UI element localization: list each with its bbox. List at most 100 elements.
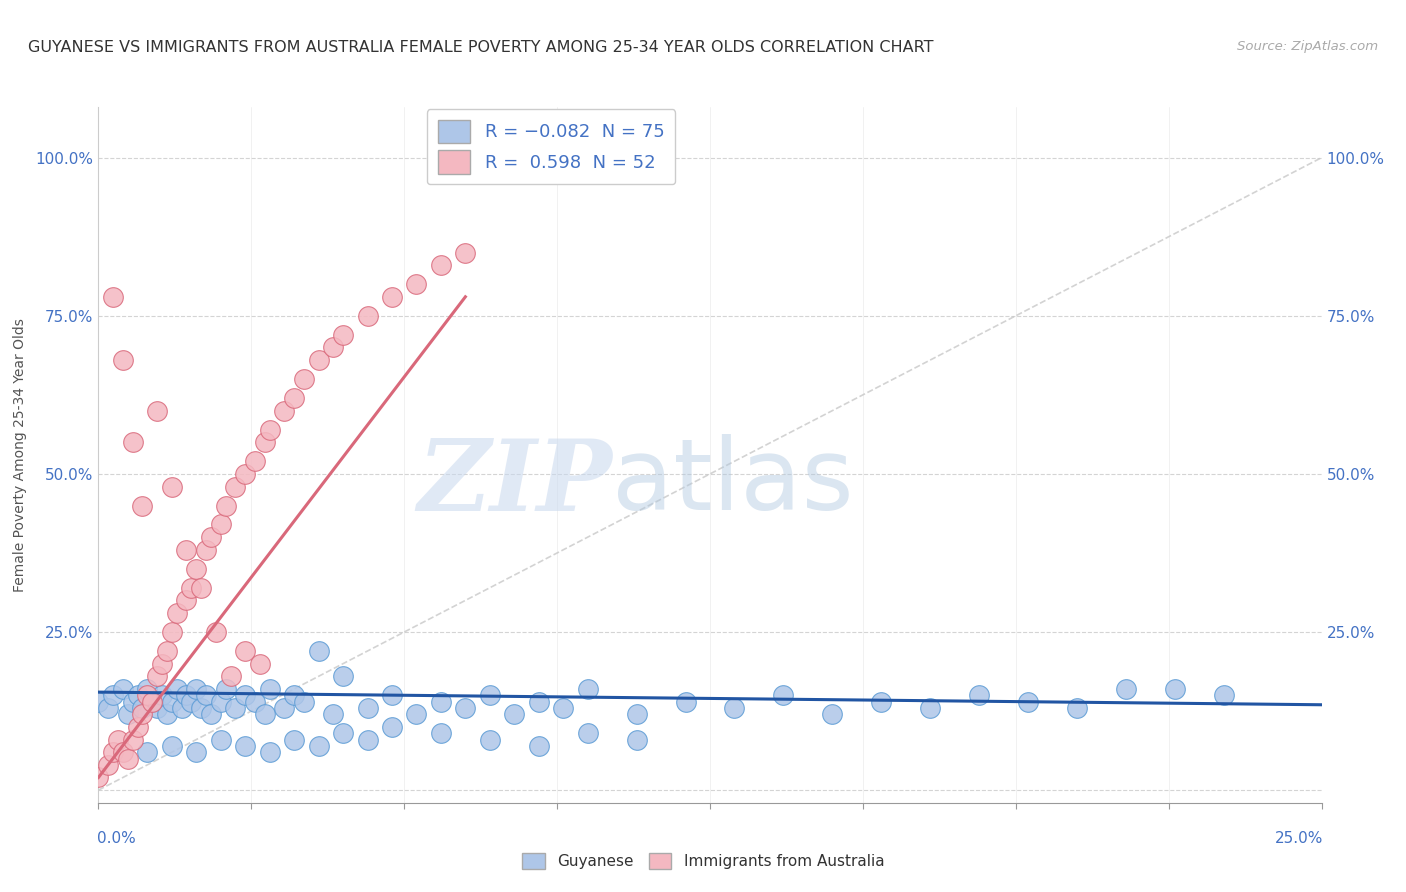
Point <box>87 695 110 709</box>
Point <box>127 720 149 734</box>
Point <box>772 688 794 702</box>
Point <box>166 606 188 620</box>
Point <box>101 688 124 702</box>
Point <box>322 707 344 722</box>
Point <box>675 695 697 709</box>
Point <box>121 435 143 450</box>
Point <box>160 739 183 753</box>
Point <box>131 707 153 722</box>
Point <box>527 695 550 709</box>
Point <box>243 454 266 468</box>
Point <box>308 353 330 368</box>
Point <box>233 644 256 658</box>
Point <box>454 701 477 715</box>
Point <box>209 695 232 709</box>
Point <box>283 391 305 405</box>
Point <box>870 695 893 709</box>
Point <box>160 625 183 640</box>
Point <box>111 745 134 759</box>
Point <box>322 340 344 354</box>
Point <box>356 309 378 323</box>
Point <box>576 681 599 696</box>
Text: Source: ZipAtlas.com: Source: ZipAtlas.com <box>1237 40 1378 54</box>
Point <box>131 701 153 715</box>
Point <box>626 707 648 722</box>
Point <box>224 701 246 715</box>
Point <box>356 701 378 715</box>
Text: ZIP: ZIP <box>418 434 612 531</box>
Point <box>1066 701 1088 715</box>
Point <box>205 625 228 640</box>
Point <box>160 479 183 493</box>
Point <box>136 688 159 702</box>
Point <box>186 681 208 696</box>
Point <box>405 277 427 292</box>
Point <box>87 771 110 785</box>
Point <box>430 258 453 272</box>
Text: GUYANESE VS IMMIGRANTS FROM AUSTRALIA FEMALE POVERTY AMONG 25-34 YEAR OLDS CORRE: GUYANESE VS IMMIGRANTS FROM AUSTRALIA FE… <box>28 40 934 55</box>
Point <box>478 688 501 702</box>
Text: 25.0%: 25.0% <box>1274 830 1323 846</box>
Point <box>195 688 218 702</box>
Point <box>186 562 208 576</box>
Point <box>150 688 173 702</box>
Point <box>553 701 575 715</box>
Point <box>156 707 179 722</box>
Point <box>430 726 453 740</box>
Point <box>253 435 276 450</box>
Point <box>381 688 404 702</box>
Point <box>283 732 305 747</box>
Point <box>111 353 134 368</box>
Point <box>253 707 276 722</box>
Point <box>121 695 143 709</box>
Point <box>1115 681 1137 696</box>
Point <box>107 732 129 747</box>
Point <box>186 745 208 759</box>
Point <box>503 707 526 722</box>
Point <box>117 707 139 722</box>
Point <box>127 688 149 702</box>
Text: atlas: atlas <box>612 434 853 532</box>
Point <box>332 327 354 342</box>
Point <box>209 732 232 747</box>
Point <box>1164 681 1187 696</box>
Y-axis label: Female Poverty Among 25-34 Year Olds: Female Poverty Among 25-34 Year Olds <box>13 318 27 592</box>
Point <box>233 467 256 481</box>
Point <box>101 745 124 759</box>
Point <box>101 290 124 304</box>
Point <box>626 732 648 747</box>
Point <box>209 517 232 532</box>
Point <box>430 695 453 709</box>
Point <box>1212 688 1234 702</box>
Point <box>308 739 330 753</box>
Point <box>156 644 179 658</box>
Point <box>219 669 242 683</box>
Text: 0.0%: 0.0% <box>97 830 136 846</box>
Point <box>160 695 183 709</box>
Point <box>111 681 134 696</box>
Point <box>97 701 120 715</box>
Point <box>176 593 198 607</box>
Point <box>527 739 550 753</box>
Point <box>259 745 281 759</box>
Point <box>176 688 198 702</box>
Point <box>170 701 193 715</box>
Point <box>259 423 281 437</box>
Point <box>243 695 266 709</box>
Point <box>405 707 427 722</box>
Point <box>1017 695 1039 709</box>
Point <box>117 751 139 765</box>
Point <box>136 745 159 759</box>
Point <box>233 739 256 753</box>
Point <box>97 757 120 772</box>
Point <box>821 707 844 722</box>
Point <box>146 701 169 715</box>
Point <box>136 681 159 696</box>
Point <box>292 372 315 386</box>
Legend: R = −0.082  N = 75, R =  0.598  N = 52: R = −0.082 N = 75, R = 0.598 N = 52 <box>427 109 675 185</box>
Point <box>141 695 163 709</box>
Point <box>381 290 404 304</box>
Point <box>920 701 942 715</box>
Point <box>180 581 202 595</box>
Point <box>259 681 281 696</box>
